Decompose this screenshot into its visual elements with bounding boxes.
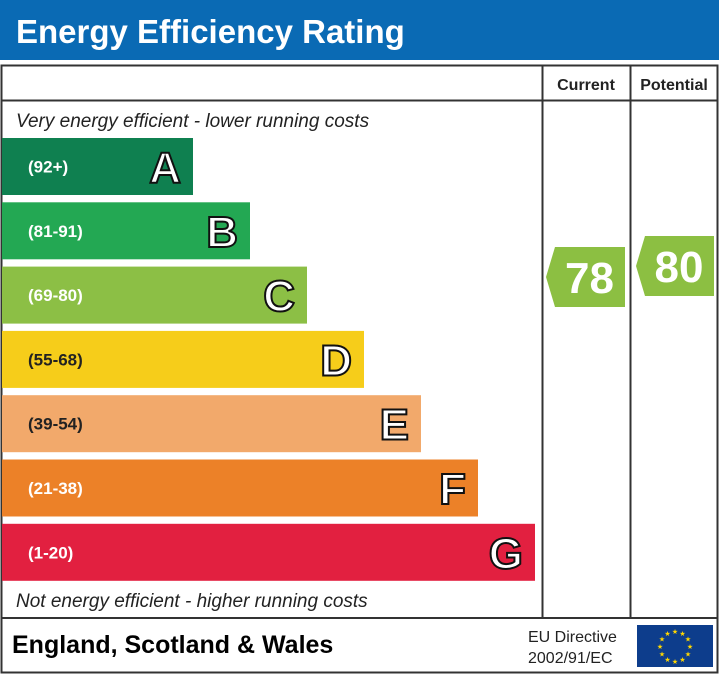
band-letter: F bbox=[439, 465, 466, 514]
band-letter: G bbox=[489, 529, 523, 578]
star-icon: ★ bbox=[659, 651, 665, 659]
band-f: (21-38) F bbox=[2, 459, 478, 517]
band-bar bbox=[2, 138, 193, 195]
star-icon: ★ bbox=[685, 651, 691, 659]
column-current: Current bbox=[557, 77, 615, 94]
current-rating-value: 78 bbox=[565, 254, 614, 303]
star-icon: ★ bbox=[659, 636, 665, 644]
star-icon: ★ bbox=[685, 636, 691, 644]
current-rating: 78 bbox=[546, 247, 625, 307]
star-icon: ★ bbox=[664, 630, 670, 638]
band-a: (92+) A bbox=[2, 138, 193, 195]
potential-rating-arrow bbox=[636, 236, 714, 296]
band-bar bbox=[2, 523, 535, 581]
star-icon: ★ bbox=[679, 656, 685, 664]
band-bar bbox=[2, 459, 478, 517]
band-e: (39-54) E bbox=[2, 395, 421, 453]
directive-line2: 2002/91/EC bbox=[528, 650, 613, 667]
band-range: (55-68) bbox=[28, 350, 83, 369]
directive-line1: EU Directive bbox=[528, 629, 617, 646]
star-icon: ★ bbox=[664, 656, 670, 664]
bottom-note: Not energy efficient - higher running co… bbox=[16, 591, 368, 612]
band-letter: A bbox=[149, 144, 181, 193]
current-rating-arrow bbox=[546, 247, 625, 307]
band-bar bbox=[2, 266, 307, 324]
band-range: (21-38) bbox=[28, 479, 83, 498]
potential-rating-value: 80 bbox=[655, 243, 704, 292]
star-icon: ★ bbox=[672, 628, 678, 636]
band-bar bbox=[2, 395, 421, 453]
band-range: (92+) bbox=[28, 158, 68, 177]
top-note: Very energy efficient - lower running co… bbox=[16, 111, 370, 132]
star-icon: ★ bbox=[679, 630, 685, 638]
band-bar bbox=[2, 330, 364, 388]
band-g: (1-20) G bbox=[2, 523, 535, 581]
band-letter: E bbox=[380, 401, 409, 450]
star-icon: ★ bbox=[672, 658, 678, 666]
header-bar bbox=[0, 0, 719, 60]
band-range: (81-91) bbox=[28, 222, 83, 241]
band-range: (1-20) bbox=[28, 543, 73, 562]
footer-region: England, Scotland & Wales bbox=[12, 631, 333, 659]
band-range: (69-80) bbox=[28, 286, 83, 305]
band-letter: B bbox=[206, 208, 238, 257]
band-bar bbox=[2, 202, 250, 260]
band-letter: D bbox=[320, 336, 352, 385]
band-letter: C bbox=[263, 272, 295, 321]
star-icon: ★ bbox=[657, 643, 663, 651]
band-c: (69-80) C bbox=[2, 266, 307, 324]
eu-flag-icon: ★ ★★★★★★★★★★★ bbox=[637, 625, 713, 667]
table-border bbox=[0, 64, 719, 674]
band-range: (39-54) bbox=[28, 415, 83, 434]
potential-rating: 80 bbox=[636, 236, 714, 296]
band-b: (81-91) B bbox=[2, 202, 250, 260]
star-icon: ★ bbox=[687, 643, 693, 651]
column-potential: Potential bbox=[640, 77, 708, 94]
page-title: Energy Efficiency Rating bbox=[16, 13, 405, 50]
band-d: (55-68) D bbox=[2, 330, 364, 388]
